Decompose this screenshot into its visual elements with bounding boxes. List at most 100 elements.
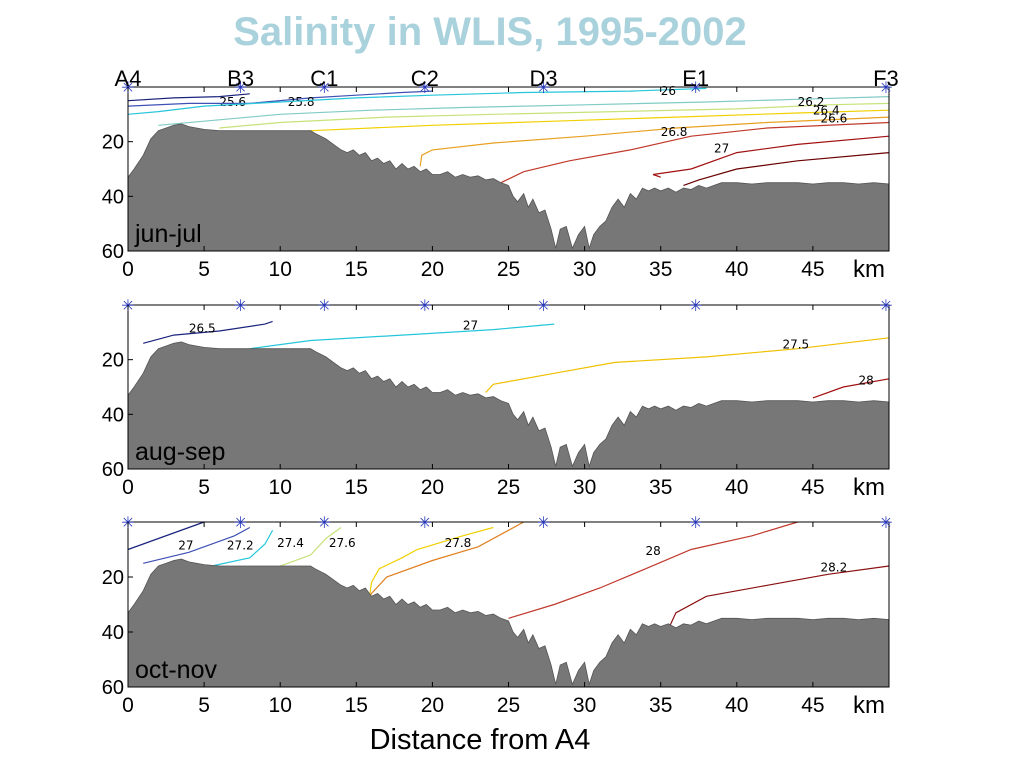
x-tick-label: 15 bbox=[345, 258, 368, 281]
y-tick-label: 20 bbox=[102, 567, 124, 589]
chart-title: Salinity in WLIS, 1995-2002 bbox=[233, 10, 747, 54]
station-marker: ✳ bbox=[418, 296, 431, 315]
contour-label: 27.8 bbox=[445, 536, 472, 550]
x-tick-label: 25 bbox=[497, 476, 520, 499]
contour-label: 26.8 bbox=[661, 125, 688, 139]
contour-line-27.6 bbox=[367, 526, 494, 605]
station-marker: ✳ bbox=[418, 513, 431, 532]
contour-label: 26.5 bbox=[189, 321, 216, 335]
station-marker: ✳ bbox=[537, 513, 550, 532]
x-tick-label: 45 bbox=[801, 476, 824, 499]
x-tick-label: 30 bbox=[573, 476, 596, 499]
x-unit-label: km bbox=[853, 692, 885, 719]
x-tick-label: 45 bbox=[801, 694, 824, 717]
contour-line-unlabeled-6 bbox=[419, 116, 890, 167]
contour-label: 27.2 bbox=[227, 539, 254, 553]
period-label: aug-sep bbox=[135, 438, 225, 466]
x-tick-label: 40 bbox=[725, 694, 748, 717]
period-label: oct-nov bbox=[135, 656, 217, 684]
period-label: jun-jul bbox=[134, 220, 202, 248]
contour-label: 26 bbox=[661, 84, 676, 98]
x-tick-label: 0 bbox=[122, 476, 134, 499]
station-label: C1 bbox=[310, 66, 338, 91]
x-tick-label: 35 bbox=[649, 476, 672, 499]
bathymetry bbox=[127, 341, 890, 470]
x-tick-label: 15 bbox=[345, 476, 368, 499]
contour-label: 26.6 bbox=[821, 112, 848, 126]
y-tick-label: 40 bbox=[102, 186, 124, 208]
contour-line-28 bbox=[508, 521, 798, 619]
contour-line-26.8 bbox=[652, 135, 890, 178]
contour-label: 28 bbox=[645, 544, 660, 558]
y-tick-label: 60 bbox=[102, 241, 124, 263]
contour-line-27 bbox=[143, 526, 251, 564]
station-marker: ✳ bbox=[318, 296, 331, 315]
contour-line-unlabeled-0 bbox=[127, 521, 205, 551]
contour-label: 26.2 bbox=[798, 95, 825, 109]
contour-line-25.6 bbox=[127, 93, 250, 102]
contour-line-27 bbox=[683, 152, 890, 186]
x-unit-label: km bbox=[853, 256, 885, 283]
station-label: F3 bbox=[873, 66, 899, 91]
x-tick-label: 35 bbox=[649, 694, 672, 717]
station-marker: ✳ bbox=[879, 296, 892, 315]
station-marker: ✳ bbox=[234, 513, 247, 532]
x-tick-label: 35 bbox=[649, 258, 672, 281]
station-marker: ✳ bbox=[689, 296, 702, 315]
bathymetry bbox=[127, 558, 890, 688]
x-tick-label: 20 bbox=[421, 694, 444, 717]
contour-line-28 bbox=[812, 378, 890, 399]
contour-label: 27 bbox=[714, 142, 729, 156]
y-tick-label: 40 bbox=[102, 622, 124, 644]
contour-line-26.4 bbox=[310, 109, 890, 132]
contour-line-26.2 bbox=[219, 102, 890, 129]
contour-label: 27 bbox=[178, 539, 193, 553]
x-tick-label: 5 bbox=[198, 476, 210, 499]
contour-line-26.5 bbox=[143, 320, 273, 344]
contour-label: 27.6 bbox=[329, 536, 356, 550]
bathymetry bbox=[127, 123, 890, 252]
contour-line-26 bbox=[127, 87, 707, 115]
contour-line-unlabeled-3 bbox=[158, 96, 890, 126]
y-tick-label: 20 bbox=[102, 132, 124, 154]
contour-line-27.2 bbox=[211, 530, 274, 567]
station-marker: ✳ bbox=[418, 78, 431, 97]
station-label: C2 bbox=[411, 66, 439, 91]
contour-line-28.2 bbox=[667, 565, 890, 630]
x-axis-label: Distance from A4 bbox=[369, 724, 591, 756]
contour-label: 28 bbox=[859, 373, 874, 387]
contour-line-26.6 bbox=[500, 121, 890, 184]
x-tick-label: 30 bbox=[573, 694, 596, 717]
y-tick-label: 40 bbox=[102, 404, 124, 426]
station-marker: ✳ bbox=[318, 513, 331, 532]
station-marker: ✳ bbox=[318, 78, 331, 97]
x-tick-label: 10 bbox=[269, 694, 292, 717]
station-marker: ✳ bbox=[689, 513, 702, 532]
contour-label: 27.4 bbox=[277, 536, 304, 550]
station-label: D3 bbox=[529, 66, 557, 91]
x-tick-label: 5 bbox=[198, 694, 210, 717]
contour-label: 27.5 bbox=[782, 338, 809, 352]
station-label: A4 bbox=[115, 66, 142, 91]
x-tick-label: 45 bbox=[801, 258, 824, 281]
contour-line-27 bbox=[249, 323, 555, 350]
x-tick-label: 15 bbox=[345, 694, 368, 717]
x-tick-label: 40 bbox=[725, 476, 748, 499]
x-tick-label: 40 bbox=[725, 258, 748, 281]
contour-label: 25.6 bbox=[219, 95, 246, 109]
contour-line-27.8 bbox=[363, 521, 524, 605]
contour-label: 27 bbox=[463, 319, 478, 333]
station-marker: ✳ bbox=[537, 296, 550, 315]
station-label: B3 bbox=[227, 66, 254, 91]
x-tick-label: 20 bbox=[421, 258, 444, 281]
contour-label: 26.4 bbox=[813, 103, 840, 117]
y-tick-label: 60 bbox=[102, 677, 124, 699]
station-marker: ✳ bbox=[879, 78, 892, 97]
x-tick-label: 10 bbox=[269, 476, 292, 499]
x-tick-label: 20 bbox=[421, 476, 444, 499]
x-tick-label: 30 bbox=[573, 258, 596, 281]
station-marker: ✳ bbox=[234, 78, 247, 97]
